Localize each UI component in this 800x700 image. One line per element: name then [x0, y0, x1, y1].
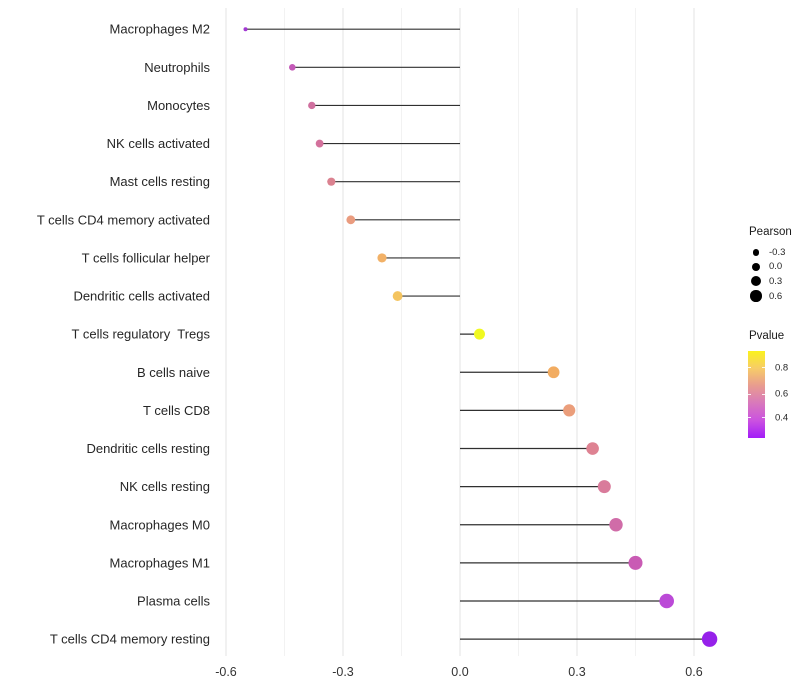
legend-pearson-entries: -0.3 0.0 0.3 0.6 — [744, 245, 792, 303]
legend-size-entry: 0.0 — [744, 260, 792, 275]
category-label: Dendritic cells resting — [86, 441, 210, 456]
category-label: NK cells resting — [120, 479, 210, 494]
lollipop-dot — [609, 518, 623, 532]
lollipop-dot — [563, 404, 576, 417]
category-label: T cells regulatory Tregs — [72, 327, 211, 342]
category-label: Neutrophils — [144, 60, 210, 75]
x-tick-label: 0.0 — [451, 665, 468, 679]
legend-size-label: 0.6 — [769, 290, 783, 302]
lollipop-dot — [474, 328, 485, 340]
pvalue-colorbar-tick-mark — [762, 367, 765, 369]
category-label: T cells CD4 memory activated — [37, 212, 210, 227]
lollipop-dot — [392, 291, 403, 301]
legend-size-entry: 0.6 — [744, 289, 792, 304]
category-label: T cells follicular helper — [82, 250, 211, 265]
legend-size-entry: -0.3 — [744, 245, 792, 260]
x-tick-label: 0.3 — [568, 665, 585, 679]
legend-size-dot-cell — [750, 262, 762, 272]
legend-pearson-title: Pearson — [749, 226, 792, 238]
lollipop-dot — [308, 101, 316, 110]
legend-size-dot-cell — [750, 290, 762, 302]
lollipop-dot — [377, 253, 387, 263]
category-label: T cells CD4 memory resting — [50, 632, 210, 647]
pvalue-colorbar-tick-label: 0.4 — [775, 412, 789, 424]
pvalue-colorbar-tick-mark — [748, 367, 751, 369]
x-tick-label: -0.3 — [332, 665, 354, 679]
lollipop-dot — [628, 555, 643, 570]
legend-size-dot-cell — [750, 276, 762, 287]
category-label: Macrophages M2 — [110, 22, 210, 37]
pvalue-colorbar-tick-label: 0.8 — [775, 362, 789, 374]
legend-size-entry: 0.3 — [744, 274, 792, 289]
legend-size-dot-icon — [751, 262, 761, 272]
lollipop-dot — [327, 177, 336, 186]
legend-pvalue: Pvalue 0.8 0.6 0.4 — [744, 330, 800, 438]
category-label: B cells naive — [137, 365, 210, 380]
lollipop-dot — [289, 64, 296, 71]
x-tick-label: 0.6 — [685, 665, 702, 679]
lollipop-dot — [315, 139, 324, 148]
lollipop-dot — [586, 442, 599, 455]
legend-pearson: Pearson -0.3 0.0 0.3 0.6 — [744, 226, 792, 303]
pvalue-colorbar-tick-label: 0.6 — [775, 388, 789, 400]
pvalue-colorbar — [748, 351, 765, 438]
legend-size-dot-icon — [752, 249, 760, 256]
legend-size-label: -0.3 — [769, 246, 786, 258]
pvalue-colorbar-tick-mark — [762, 393, 765, 395]
category-label: T cells CD8 — [143, 403, 210, 418]
category-label: Macrophages M0 — [110, 517, 210, 532]
category-label: Dendritic cells activated — [73, 289, 210, 304]
category-label: Plasma cells — [137, 594, 210, 609]
legend-size-label: 0.3 — [769, 275, 783, 287]
category-label: Macrophages M1 — [110, 555, 210, 570]
category-label: NK cells activated — [107, 136, 210, 151]
legend-size-dot-icon — [750, 290, 762, 302]
lollipop-dot — [701, 631, 718, 647]
pvalue-colorbar-tick-mark — [748, 417, 751, 419]
category-label: Mast cells resting — [110, 174, 210, 189]
pvalue-colorbar-tick-mark — [762, 417, 765, 419]
legend-size-dot-icon — [751, 276, 761, 287]
lollipop-dot — [659, 593, 674, 609]
lollipop-dot — [597, 480, 611, 494]
lollipop-dot — [243, 27, 248, 32]
lollipop-dot — [346, 215, 356, 225]
pvalue-colorbar-tick-mark — [748, 393, 751, 395]
category-label: Monocytes — [147, 98, 210, 113]
legend-size-dot-cell — [750, 249, 762, 256]
x-tick-label: -0.6 — [215, 665, 237, 679]
lollipop-dot — [547, 366, 560, 379]
legend-size-label: 0.0 — [769, 261, 783, 273]
legend-pvalue-title: Pvalue — [749, 330, 785, 342]
pvalue-colorbar-wrap: 0.8 0.6 0.4 — [748, 351, 800, 438]
